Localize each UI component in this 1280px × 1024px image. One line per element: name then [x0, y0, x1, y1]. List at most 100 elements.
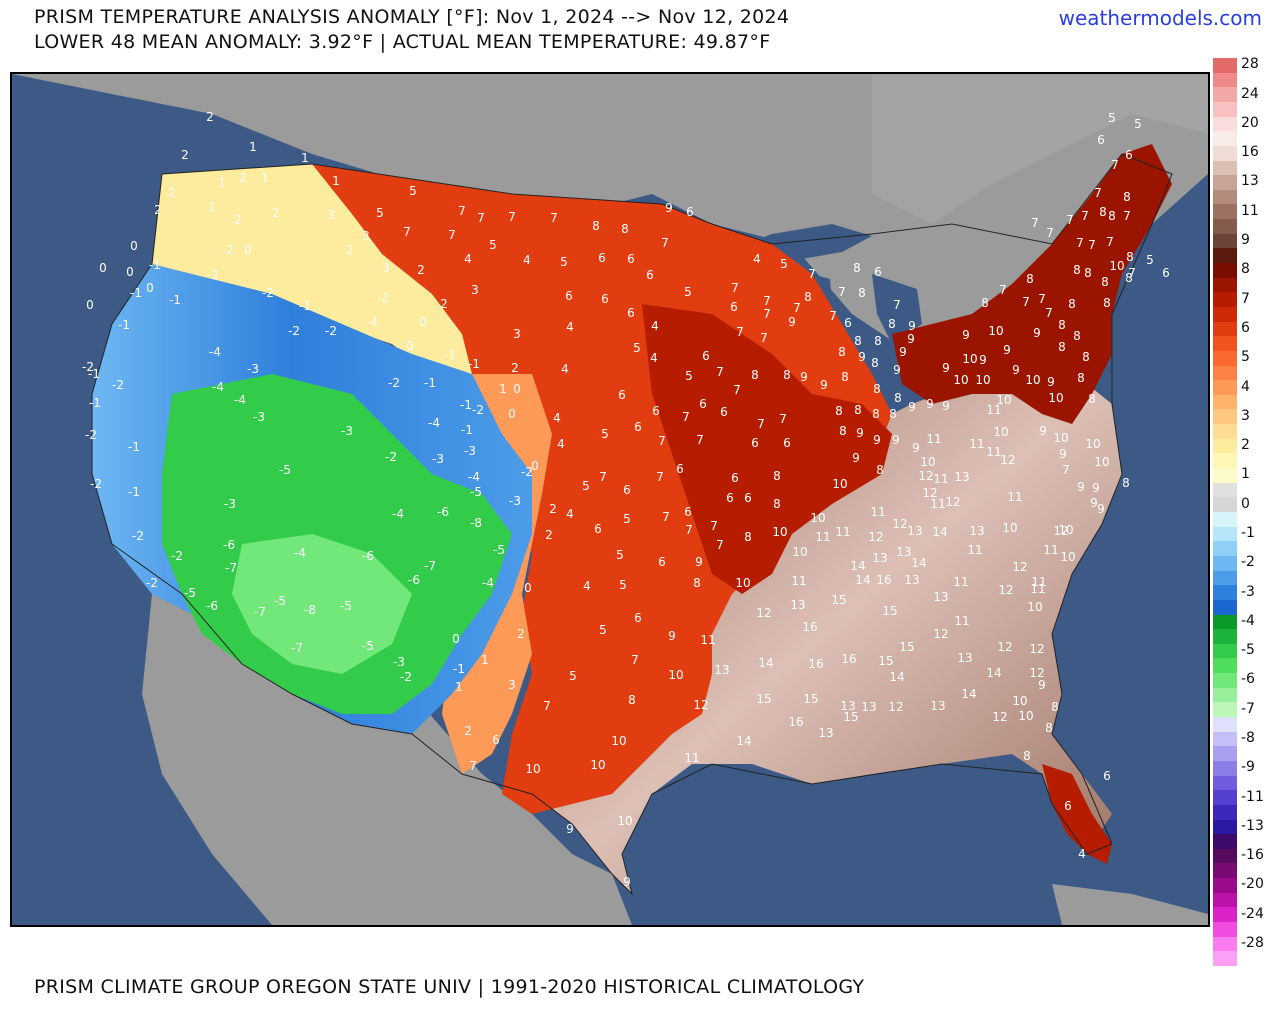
anomaly-value-label: 9: [899, 345, 907, 359]
legend-label: -3: [1241, 583, 1255, 600]
anomaly-value-label: 8: [981, 296, 989, 310]
anomaly-value-label: 9: [820, 378, 828, 392]
anomaly-value-label: -5: [274, 594, 286, 608]
anomaly-value-label: 16: [841, 652, 856, 666]
anomaly-value-label: 7: [477, 211, 485, 225]
anomaly-value-label: 9: [856, 426, 864, 440]
anomaly-value-label: 1: [499, 382, 507, 396]
anomaly-value-label: 13: [954, 470, 969, 484]
legend-swatch: [1213, 878, 1237, 894]
anomaly-value-label: 1: [218, 176, 226, 190]
anomaly-value-label: -4: [209, 345, 221, 359]
anomaly-value-label: 8: [1082, 350, 1090, 364]
anomaly-value-label: 6: [634, 611, 642, 625]
anomaly-value-label: 1: [332, 174, 340, 188]
conus-northeast: [892, 144, 1172, 424]
anomaly-value-label: 7: [543, 699, 551, 713]
legend-swatch: [1213, 526, 1237, 542]
legend-label: -1: [1241, 524, 1255, 541]
anomaly-value-label: 9: [873, 433, 881, 447]
anomaly-value-label: 8: [873, 382, 881, 396]
anomaly-value-label: -4: [366, 315, 378, 329]
anomaly-value-label: 11: [986, 445, 1001, 459]
site-link[interactable]: weathermodels.com: [1058, 6, 1262, 30]
legend-swatch: [1213, 658, 1237, 674]
anomaly-value-label: 12: [997, 640, 1012, 654]
anomaly-value-label: 7: [733, 383, 741, 397]
anomaly-value-label: 10: [920, 455, 935, 469]
anomaly-value-label: 8: [1051, 700, 1059, 714]
anomaly-value-label: 1: [208, 200, 216, 214]
anomaly-value-label: 7: [1128, 266, 1136, 280]
anomaly-value-label: 9: [1039, 424, 1047, 438]
anomaly-value-label: 6: [646, 268, 654, 282]
anomaly-value-label: -5: [340, 599, 352, 613]
legend-swatch: [1213, 570, 1237, 586]
anomaly-value-label: 13: [840, 699, 855, 713]
anomaly-value-label: 6: [726, 491, 734, 505]
legend-swatch: [1213, 643, 1237, 659]
anomaly-value-label: 12: [1000, 453, 1015, 467]
anomaly-value-label: 12: [945, 495, 960, 509]
anomaly-value-label: 14: [986, 666, 1001, 680]
anomaly-value-label: 7: [779, 412, 787, 426]
anomaly-value-label: 6: [618, 388, 626, 402]
anomaly-value-label: -2: [262, 286, 274, 300]
anomaly-value-label: 8: [1058, 318, 1066, 332]
anomaly-value-label: 1: [249, 140, 257, 154]
legend-label: 4: [1241, 378, 1250, 395]
anomaly-value-label: -2: [146, 576, 158, 590]
anomaly-value-label: 11: [969, 437, 984, 451]
legend-swatch: [1213, 87, 1237, 103]
legend-label: -24: [1241, 905, 1264, 922]
anomaly-value-label: 13: [818, 726, 833, 740]
anomaly-value-label: 12: [868, 530, 883, 544]
anomaly-value-label: 4: [464, 252, 472, 266]
legend-swatch: [1213, 394, 1237, 410]
anomaly-value-label: 5: [582, 479, 590, 493]
anomaly-value-label: 10: [1018, 709, 1033, 723]
anomaly-value-label: 8: [783, 368, 791, 382]
anomaly-value-label: 0: [406, 339, 414, 353]
anomaly-value-label: 9: [1033, 326, 1041, 340]
anomaly-value-label: 4: [651, 319, 659, 333]
anomaly-value-label: 9: [908, 319, 916, 333]
legend-swatch: [1213, 834, 1237, 850]
anomaly-value-label: 7: [1094, 186, 1102, 200]
anomaly-value-label: -2: [171, 549, 183, 563]
anomaly-value-label: 7: [508, 210, 516, 224]
anomaly-value-label: 7: [685, 523, 693, 537]
anomaly-value-label: 8: [1068, 297, 1076, 311]
legend-label: 11: [1241, 202, 1259, 219]
anomaly-value-label: -1: [453, 662, 465, 676]
anomaly-value-label: 2: [549, 502, 557, 516]
anomaly-value-label: 5: [569, 669, 577, 683]
anomaly-value-label: 9: [908, 400, 916, 414]
anomaly-value-label: 13: [861, 700, 876, 714]
anomaly-value-label: 16: [876, 573, 891, 587]
anomaly-value-label: 4: [523, 253, 531, 267]
legend-label: -2: [1241, 554, 1255, 571]
legend-swatch: [1213, 555, 1237, 572]
anomaly-value-label: 6: [676, 462, 684, 476]
anomaly-value-label: 2: [154, 203, 162, 217]
legend-label: 8: [1241, 261, 1250, 278]
anomaly-value-label: 9: [926, 397, 934, 411]
anomaly-value-label: 6: [874, 265, 882, 279]
legend-label: -4: [1241, 612, 1255, 629]
anomaly-value-label: 7: [1076, 236, 1084, 250]
legend-swatch: [1213, 453, 1237, 469]
anomaly-value-label: -1: [88, 367, 100, 381]
anomaly-value-label: 5: [601, 427, 609, 441]
legend-swatch: [1213, 365, 1237, 381]
anomaly-value-label: 15: [831, 593, 846, 607]
anomaly-value-label: 2: [234, 213, 242, 227]
anomaly-value-label: 8: [621, 222, 629, 236]
anomaly-value-label: 8: [853, 261, 861, 275]
anomaly-value-label: 15: [803, 692, 818, 706]
anomaly-value-label: 11: [870, 505, 885, 519]
anomaly-value-label: 12: [756, 606, 771, 620]
anomaly-value-label: 9: [623, 875, 631, 889]
anomaly-value-label: 10: [1094, 455, 1109, 469]
anomaly-value-label: 9: [893, 363, 901, 377]
